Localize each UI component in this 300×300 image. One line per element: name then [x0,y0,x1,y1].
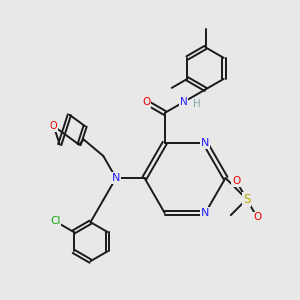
Text: N: N [201,208,209,218]
Text: H: H [193,99,201,109]
Text: O: O [142,97,150,107]
Text: N: N [112,173,120,183]
Text: O: O [50,121,58,131]
Text: Cl: Cl [50,216,61,226]
Text: S: S [243,193,250,206]
Text: O: O [232,176,240,186]
Text: N: N [201,138,209,148]
Text: O: O [253,212,261,222]
Text: N: N [180,97,187,107]
